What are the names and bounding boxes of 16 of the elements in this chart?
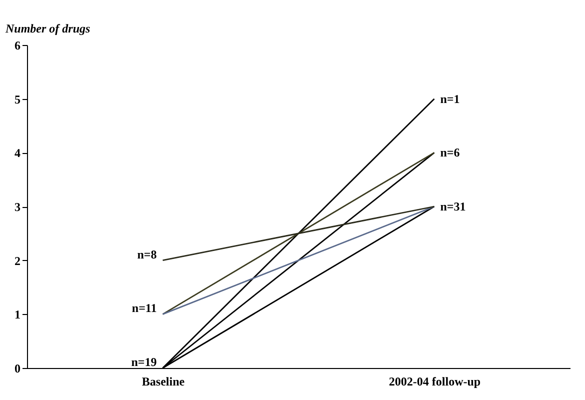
annotation: n=1	[440, 92, 460, 106]
y-axis-title: Number of drugs	[4, 22, 91, 36]
annotation: n=11	[132, 301, 157, 316]
y-tick-label: 0	[14, 362, 20, 376]
x-tick-label: Baseline	[142, 374, 186, 388]
y-tick-label: 3	[14, 200, 20, 214]
y-tick-label: 2	[14, 254, 20, 268]
y-tick-label: 1	[14, 308, 20, 322]
annotation: n=19	[131, 355, 157, 369]
annotation: n=6	[440, 146, 460, 160]
y-tick-label: 6	[14, 38, 20, 52]
annotation: n=31	[440, 200, 466, 214]
y-tick-label: 5	[14, 92, 20, 106]
annotation: n=8	[137, 247, 157, 262]
y-tick-label: 4	[14, 146, 20, 160]
x-tick-label: 2002-04 follow-up	[388, 374, 481, 388]
